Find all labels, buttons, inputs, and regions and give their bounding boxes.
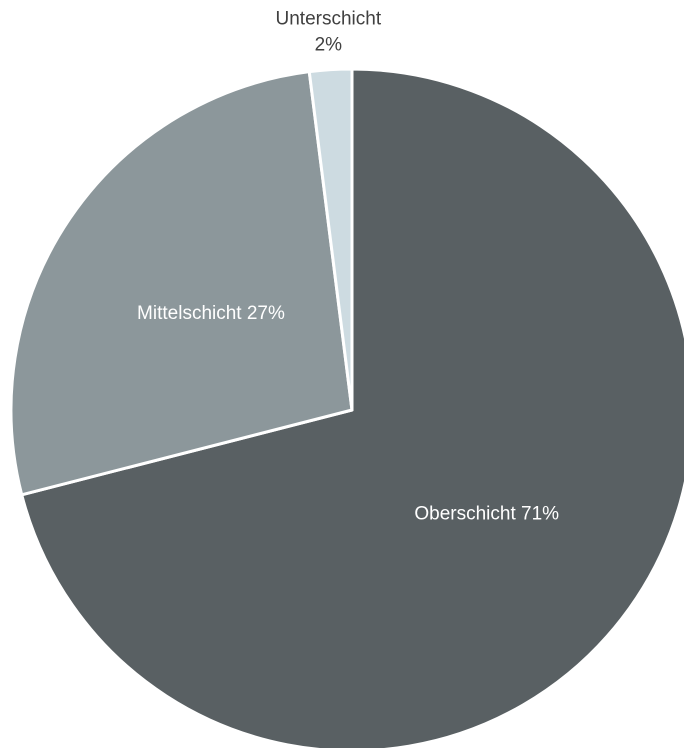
slice-label: Unterschicht 2% [276,9,382,56]
value-label: 2% [315,35,343,56]
slice-label: Oberschicht 71% [414,504,559,525]
value-label: 27% [247,303,285,324]
category-label: Mittelschicht [137,303,242,324]
pie-slice [307,67,354,412]
category-label: Oberschicht [414,504,516,525]
category-label: Unterschicht [276,9,382,30]
value-label: 71% [521,504,559,525]
slice-label: Mittelschicht 27% [137,303,285,324]
pie-slice [9,70,354,497]
